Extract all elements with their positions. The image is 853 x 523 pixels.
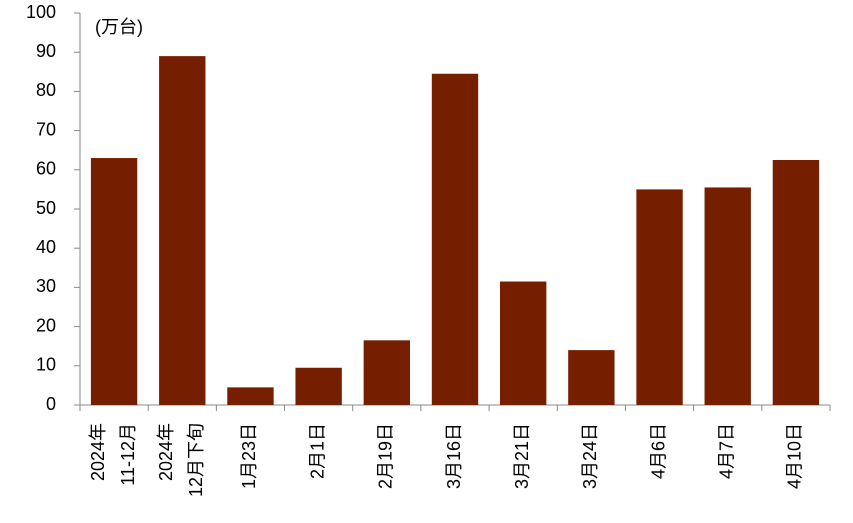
bar bbox=[772, 160, 820, 405]
y-tick-label: 20 bbox=[36, 315, 56, 335]
y-tick-label: 50 bbox=[36, 198, 56, 218]
x-tick-label: 3月24日 bbox=[580, 423, 600, 489]
y-tick-label: 60 bbox=[36, 159, 56, 179]
x-tick-label: 2024年 bbox=[156, 423, 176, 481]
bar bbox=[227, 387, 274, 405]
x-tick-label: 4月7日 bbox=[716, 423, 736, 479]
y-tick-label: 100 bbox=[26, 2, 56, 22]
x-tick-label: 4月6日 bbox=[648, 423, 668, 479]
unit-label: (万台) bbox=[95, 17, 143, 37]
bar bbox=[431, 73, 479, 405]
bar bbox=[159, 56, 206, 406]
x-tick-label: 1月23日 bbox=[239, 423, 259, 489]
x-tick-label: 12月下旬 bbox=[186, 423, 206, 497]
x-tick-label: 2月19日 bbox=[376, 423, 396, 489]
x-tick-label: 3月16日 bbox=[444, 423, 464, 489]
y-tick-label: 70 bbox=[36, 119, 56, 139]
y-tick-label: 0 bbox=[46, 394, 56, 414]
bar bbox=[90, 158, 138, 405]
y-tick-label: 90 bbox=[36, 41, 56, 61]
y-tick-label: 40 bbox=[36, 237, 56, 257]
x-tick-label: 11-12月 bbox=[118, 423, 138, 486]
bar bbox=[500, 281, 547, 405]
bar bbox=[636, 189, 683, 405]
bar bbox=[363, 340, 410, 405]
y-tick-label: 80 bbox=[36, 80, 56, 100]
bar bbox=[568, 350, 615, 405]
x-tick-label: 2月1日 bbox=[307, 423, 327, 479]
bar bbox=[704, 187, 751, 405]
x-tick-label: 2024年 bbox=[88, 423, 108, 481]
x-tick-label: 4月10日 bbox=[785, 423, 805, 489]
y-tick-label: 30 bbox=[36, 276, 56, 296]
bar bbox=[295, 367, 342, 405]
y-tick-label: 10 bbox=[36, 355, 56, 375]
x-tick-label: 3月21日 bbox=[512, 423, 532, 489]
